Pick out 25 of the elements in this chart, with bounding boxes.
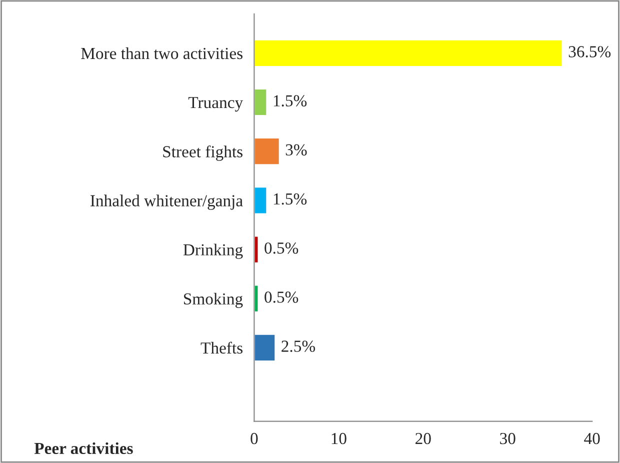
data-label: 1.5% [274, 95, 307, 106]
data-label: 1.5% [274, 193, 307, 205]
bar [254, 334, 276, 362]
x-tick-label: 10 [332, 432, 346, 444]
data-label: 0.5% [264, 242, 298, 254]
text: Peer activities [34, 442, 133, 454]
x-tick-label: 0 [250, 432, 258, 444]
data-label: 3% [286, 144, 307, 156]
y-tick-label: Inhaled whitener/ganja [90, 194, 243, 210]
y-tick-label: Smoking [184, 292, 243, 308]
x-tick-label: 20 [416, 432, 431, 444]
bar [254, 38, 564, 68]
y-tick-label: Street fights [163, 145, 242, 161]
bar [254, 137, 280, 166]
bar [254, 88, 268, 116]
data-label: 36.5% [568, 46, 611, 58]
data-label: 0.5% [264, 292, 298, 303]
y-tick-label: Drinking [183, 244, 243, 259]
x-tick-label: 40 [584, 432, 600, 444]
x-tick-label: 30 [500, 432, 516, 444]
y-tick-label: Thefts [200, 342, 242, 354]
data-label: 2.5% [282, 340, 316, 352]
y-tick-label: Truancy [188, 97, 244, 112]
y-tick-label: More than two activities [81, 47, 242, 60]
bar [254, 186, 268, 215]
